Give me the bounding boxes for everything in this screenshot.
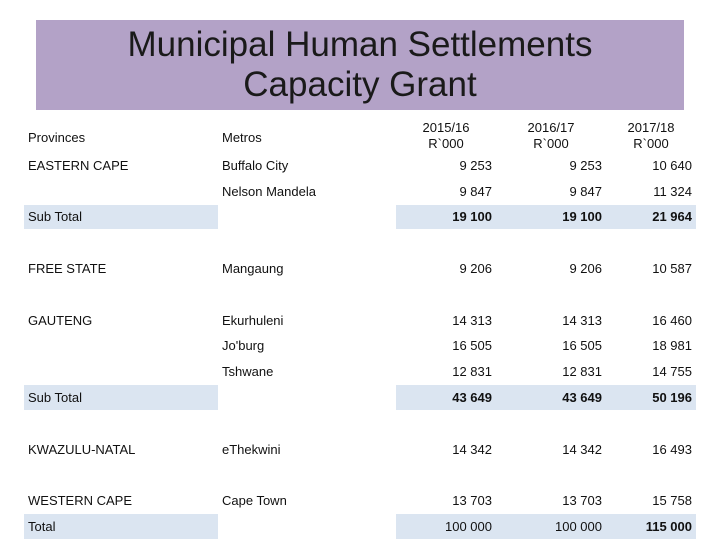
subtotal-row: Sub Total 19 100 19 100 21 964	[24, 204, 696, 231]
value-2016-17: 100 000	[496, 513, 606, 540]
value-2015-16: 100 000	[396, 513, 496, 540]
table-row: Jo'burg 16 505 16 505 18 981	[24, 333, 696, 360]
value-2017-18: 115 000	[606, 513, 696, 540]
province-cell: GAUTENG	[24, 307, 218, 334]
header-2017-18-year: 2017/18	[627, 120, 675, 135]
value-2017-18: 50 196	[606, 384, 696, 411]
subtotal-label: Sub Total	[24, 384, 218, 411]
total-row: Total 100 000 100 000 115 000	[24, 513, 696, 540]
metro-cell: Jo'burg	[218, 333, 396, 360]
value-2015-16: 12 831	[396, 358, 496, 386]
value-2017-18: 16 460	[606, 307, 696, 334]
metro-cell: Mangaung	[218, 255, 396, 282]
value-2015-16: 14 342	[396, 436, 496, 463]
province-cell: WESTERN CAPE	[24, 487, 218, 515]
metro-cell: Tshwane	[218, 358, 396, 386]
province-cell	[24, 333, 218, 360]
value-2015-16: 16 505	[396, 333, 496, 360]
metro-cell	[218, 204, 396, 231]
table-row: Nelson Mandela 9 847 9 847 11 324	[24, 178, 696, 205]
value-2016-17: 12 831	[496, 358, 606, 386]
header-provinces: Provinces	[24, 120, 218, 153]
spacer-row	[24, 281, 696, 308]
province-cell: FREE STATE	[24, 255, 218, 282]
table-row: EASTERN CAPE Buffalo City 9 253 9 253 10…	[24, 152, 696, 179]
value-2016-17: 16 505	[496, 333, 606, 360]
header-2016-17-year: 2016/17	[527, 120, 575, 135]
value-2015-16: 9 847	[396, 178, 496, 205]
value-2017-18: 15 758	[606, 487, 696, 515]
value-2015-16: 9 206	[396, 255, 496, 282]
spacer-row	[24, 229, 696, 257]
value-2017-18: 18 981	[606, 333, 696, 360]
province-cell	[24, 358, 218, 386]
province-cell	[24, 178, 218, 205]
value-2017-18: 10 587	[606, 255, 696, 282]
value-2016-17: 9 206	[496, 255, 606, 282]
value-2015-16: 19 100	[396, 204, 496, 231]
value-2016-17: 14 342	[496, 436, 606, 463]
value-2017-18: 11 324	[606, 178, 696, 205]
province-cell: KWAZULU-NATAL	[24, 436, 218, 463]
title-banner: Municipal Human Settlements Capacity Gra…	[36, 20, 684, 110]
header-2015-16: 2015/16 R`000	[396, 120, 496, 153]
metro-cell	[218, 513, 396, 540]
value-2015-16: 13 703	[396, 487, 496, 515]
spacer-row	[24, 410, 696, 437]
metro-cell: Cape Town	[218, 487, 396, 515]
value-2016-17: 19 100	[496, 204, 606, 231]
header-metros: Metros	[218, 120, 396, 153]
value-2017-18: 21 964	[606, 204, 696, 231]
metro-cell: Nelson Mandela	[218, 178, 396, 205]
metro-cell: Buffalo City	[218, 152, 396, 179]
title-line-1: Municipal Human Settlements	[127, 25, 593, 64]
value-2015-16: 43 649	[396, 384, 496, 411]
header-2017-18: 2017/18 R`000	[606, 120, 696, 153]
header-2016-17-unit: R`000	[533, 136, 569, 151]
subtotal-row: Sub Total 43 649 43 649 50 196	[24, 384, 696, 411]
table-row: GAUTENG Ekurhuleni 14 313 14 313 16 460	[24, 307, 696, 334]
table-row: WESTERN CAPE Cape Town 13 703 13 703 15 …	[24, 487, 696, 515]
table-row: KWAZULU-NATAL eThekwini 14 342 14 342 16…	[24, 436, 696, 463]
value-2016-17: 14 313	[496, 307, 606, 334]
value-2016-17: 9 847	[496, 178, 606, 205]
value-2015-16: 14 313	[396, 307, 496, 334]
value-2016-17: 9 253	[496, 152, 606, 179]
value-2016-17: 43 649	[496, 384, 606, 411]
header-2016-17: 2016/17 R`000	[496, 120, 606, 153]
value-2016-17: 13 703	[496, 487, 606, 515]
header-row: Provinces Metros 2015/16 R`000 2016/17 R…	[24, 120, 696, 153]
grant-table: Provinces Metros 2015/16 R`000 2016/17 R…	[24, 120, 696, 540]
metro-cell	[218, 384, 396, 411]
table-row: FREE STATE Mangaung 9 206 9 206 10 587	[24, 255, 696, 282]
subtotal-label: Sub Total	[24, 204, 218, 231]
title-line-2: Capacity Grant	[243, 65, 477, 104]
province-cell: EASTERN CAPE	[24, 152, 218, 179]
value-2015-16: 9 253	[396, 152, 496, 179]
header-2015-16-unit: R`000	[428, 136, 464, 151]
header-2015-16-year: 2015/16	[422, 120, 470, 135]
header-2017-18-unit: R`000	[633, 136, 669, 151]
value-2017-18: 10 640	[606, 152, 696, 179]
value-2017-18: 16 493	[606, 436, 696, 463]
total-label: Total	[24, 513, 218, 540]
table-row: Tshwane 12 831 12 831 14 755	[24, 358, 696, 386]
metro-cell: eThekwini	[218, 436, 396, 463]
metro-cell: Ekurhuleni	[218, 307, 396, 334]
spacer-row	[24, 462, 696, 489]
value-2017-18: 14 755	[606, 358, 696, 386]
